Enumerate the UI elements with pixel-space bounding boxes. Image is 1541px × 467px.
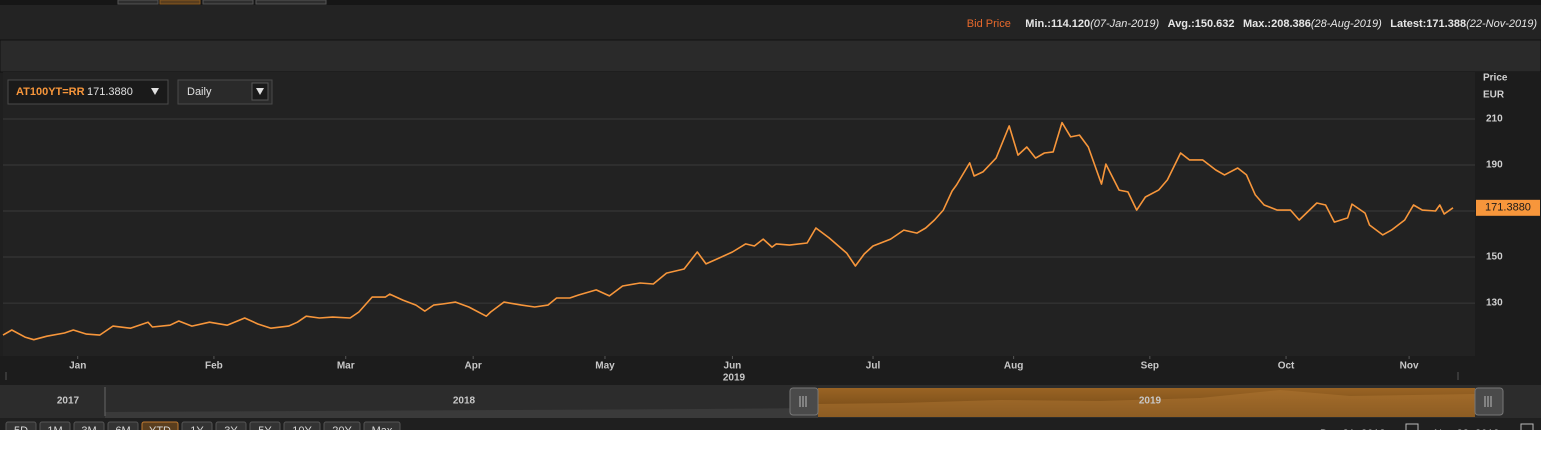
stats-bar (0, 5, 1541, 40)
x-tick-label: May (595, 361, 615, 372)
y-tick-label: 130 (1486, 298, 1503, 309)
stat-min-date: (07-Jan-2019) (1090, 18, 1159, 30)
instrument-value: 171.3880 (87, 86, 133, 98)
x-tick-label: Sep (1141, 361, 1159, 372)
x-tick-label: Oct (1278, 361, 1295, 372)
dropdown-arrow (256, 88, 264, 95)
axes: 130150170190210JanFebMarAprMayJunJulAugS… (69, 114, 1540, 372)
x-tick-label: Nov (1400, 361, 1419, 372)
y-tick-label: 150 (1486, 252, 1503, 263)
navigator-selection-area (818, 390, 1475, 417)
page-bg (0, 430, 1541, 467)
x-tick-label: Mar (337, 361, 355, 372)
x-tick-label: Jan (69, 361, 86, 372)
tab[interactable] (255, 0, 327, 5)
toolbar-band (0, 39, 1541, 73)
stat-latest: Latest:171.388 (1390, 18, 1466, 30)
navigator-handle-left[interactable] (789, 387, 819, 416)
stat-latest-date: (22-Nov-2019) (1466, 18, 1537, 30)
latest-label: 171.3880 (1485, 202, 1531, 214)
handle-grip (1484, 396, 1492, 407)
navigator-selection[interactable] (818, 388, 1475, 417)
y-tick-label: 210 (1486, 114, 1503, 125)
price-line (2, 121, 1454, 341)
instrument-dropdown[interactable] (7, 79, 169, 105)
stats: Bid Price Min.:114.120(07-Jan-2019) Avg.… (967, 15, 1538, 32)
stats-label: Bid Price (967, 18, 1011, 30)
navigator-history (105, 408, 818, 418)
plot-area (3, 72, 1475, 356)
x-tick-label: Jul (866, 361, 881, 372)
x-tick-label: Jun (724, 361, 742, 372)
y-tick-label: 190 (1486, 160, 1503, 171)
handle-grip (799, 396, 807, 407)
tab[interactable] (202, 0, 254, 5)
navigator-year: 2019 (1139, 396, 1162, 407)
y-axis-label: Price (1483, 73, 1508, 84)
grid (3, 118, 1475, 304)
series-layer (2, 121, 1454, 341)
x-axis-year: 2019 (723, 373, 746, 384)
stat-avg: Avg.:150.632 (1168, 18, 1235, 30)
x-axis-area (0, 356, 1541, 385)
top-tabs (0, 0, 1541, 5)
stat-max: Max.:208.386 (1243, 18, 1311, 30)
navigator-year: 2017 (57, 396, 80, 407)
x-tick-label: Aug (1004, 361, 1023, 372)
x-tick-label: Apr (465, 361, 482, 372)
latest-tag (1476, 199, 1540, 216)
stat-max-date: (28-Aug-2019) (1311, 18, 1382, 30)
dropdown-arrow (151, 88, 159, 95)
tab[interactable] (159, 0, 201, 5)
navigator-handle-right[interactable] (1474, 387, 1504, 416)
x-tick-label: Feb (205, 361, 223, 372)
tab[interactable] (117, 0, 159, 5)
instrument-name: AT100YT=RR (16, 86, 85, 98)
stat-min: Min.:114.120 (1025, 18, 1090, 30)
interval: Daily (187, 86, 212, 98)
y-axis-unit: EUR (1483, 90, 1505, 101)
navigator-year: 2018 (453, 396, 476, 407)
